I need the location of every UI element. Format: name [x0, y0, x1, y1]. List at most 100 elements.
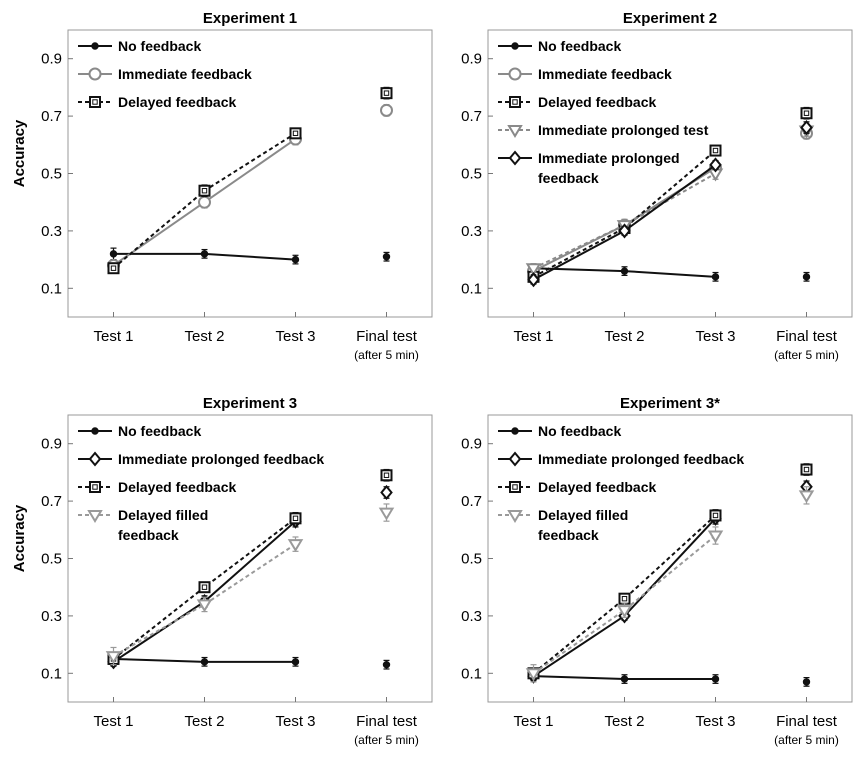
x-tick-label: Test 3: [695, 328, 735, 345]
data-point: [287, 539, 304, 553]
data-point: [709, 509, 722, 522]
legend-label: No feedback: [118, 423, 201, 439]
data-point: [196, 599, 213, 613]
y-tick-label: 0.7: [41, 108, 62, 125]
data-point: [380, 87, 393, 100]
legend-item-immediate-feedback: Immediate feedback: [498, 66, 672, 82]
y-tick-label: 0.7: [41, 493, 62, 510]
series-line: [532, 534, 717, 675]
legend-item-delayed-feedback: Delayed feedback: [78, 479, 236, 495]
y-axis-label: Accuracy: [11, 119, 28, 187]
y-tick-label: 0.7: [461, 493, 482, 510]
y-tick-label: 0.1: [461, 280, 482, 297]
legend-label: Delayed feedback: [118, 479, 236, 495]
series-immediate-feedback: [107, 103, 393, 272]
legend-item-no-feedback: No feedback: [498, 423, 621, 439]
x-tick-label: Test 1: [93, 713, 133, 730]
data-point: [709, 157, 722, 173]
data-point: [616, 605, 633, 619]
legend-label: Delayed filled: [118, 507, 208, 523]
series-line: [533, 149, 717, 278]
legend-item-immediate-prolonged-test: Immediate prolonged test: [498, 122, 709, 138]
y-tick-label: 0.7: [461, 108, 482, 125]
y-axis-label: Accuracy: [11, 504, 28, 572]
y-tick-label: 0.5: [41, 166, 62, 183]
x-tick-label: Test 2: [184, 713, 224, 730]
data-point: [382, 660, 391, 669]
data-point: [618, 592, 631, 605]
legend-label: Delayed feedback: [538, 94, 656, 110]
data-point: [107, 262, 120, 275]
x-tick-label: Final test: [776, 328, 838, 345]
series-delayed-filled-feedback: [105, 503, 395, 666]
data-point: [525, 668, 542, 682]
legend-label: Immediate prolonged feedback: [118, 451, 324, 467]
chart-title: Experiment 2: [623, 10, 717, 27]
legend-label: Immediate feedback: [538, 66, 672, 82]
legend-swatch-marker: [508, 150, 522, 166]
series-no-feedback: [529, 263, 811, 282]
data-point: [200, 658, 209, 666]
legend-swatch-marker: [507, 510, 523, 523]
legend-label: feedback: [118, 527, 179, 543]
y-tick-label: 0.1: [461, 665, 482, 682]
x-tick-label: Final test: [356, 713, 418, 730]
data-point: [291, 658, 300, 666]
data-point: [200, 250, 209, 258]
legend-item-delayed-feedback: Delayed feedback: [498, 479, 656, 495]
legend-item-delayed-feedback: Delayed feedback: [498, 94, 656, 110]
legend-label: Immediate prolonged: [538, 150, 680, 166]
data-point: [382, 253, 391, 261]
panel-experiment-3-star: Experiment 3* 0.1 0.3 0.5 0.7 0.9 Test 1 Test 2…: [420, 385, 862, 775]
legend-swatch-marker: [89, 96, 101, 108]
data-point: [109, 250, 118, 258]
legend-item-no-feedback: No feedback: [78, 38, 201, 54]
legend-item-delayed-filled-feedback: Delayed filled feedback: [78, 507, 208, 543]
legend-item-no-feedback: No feedback: [498, 38, 621, 54]
legend-label: Delayed feedback: [118, 94, 236, 110]
legend: No feedback Immediate prolonged feedback D…: [498, 423, 744, 543]
x-tick-label: Test 3: [695, 713, 735, 730]
legend-swatch-marker: [88, 451, 102, 467]
legend-item-immediate-feedback: Immediate feedback: [78, 66, 252, 82]
x-tick-label: Test 3: [275, 713, 315, 730]
series-no-feedback: [109, 652, 391, 670]
legend-swatch-marker: [508, 451, 522, 467]
series-no-feedback: [529, 671, 811, 687]
data-point: [711, 273, 720, 281]
data-point: [289, 127, 302, 140]
data-point: [707, 530, 724, 544]
chart-experiment-3-star: Experiment 3* 0.1 0.3 0.5 0.7 0.9 Test 1 Test 2…: [461, 395, 853, 747]
data-point: [800, 463, 813, 476]
data-point: [198, 184, 211, 197]
y-tick-label: 0.3: [41, 223, 62, 240]
y-tick-label: 0.9: [461, 436, 482, 453]
x-tick-label: Test 3: [275, 328, 315, 345]
data-point: [198, 195, 211, 209]
legend-label: feedback: [538, 527, 599, 543]
panel-experiment-3: Experiment 3 0.1 0.3 0.5 0.7 0.9 Accuracy Test …: [0, 385, 442, 775]
legend-swatch-marker: [89, 481, 101, 493]
legend-swatch-marker: [88, 67, 102, 81]
legend-swatch-marker: [511, 427, 519, 435]
x-tick-label: Test 2: [604, 713, 644, 730]
data-point: [800, 107, 813, 120]
data-point: [198, 581, 211, 594]
series-delayed-feedback: [107, 86, 393, 275]
series-delayed-feedback: [527, 463, 813, 680]
data-point: [527, 272, 540, 288]
data-point: [378, 507, 395, 521]
data-point: [380, 484, 393, 501]
data-point: [525, 263, 542, 277]
y-tick-label: 0.3: [461, 223, 482, 240]
y-tick-label: 0.5: [41, 551, 62, 568]
legend-item-immediate-prolonged-feedback: Immediate prolonged feedback: [498, 451, 744, 467]
data-point: [709, 144, 722, 157]
x-tick-sublabel: (after 5 min): [354, 348, 419, 362]
legend-item-immediate-prolonged-feedback: Immediate prolonged feedback: [78, 451, 324, 467]
legend: No feedback Immediate feedback Delayed fee…: [498, 38, 709, 186]
legend-label: No feedback: [118, 38, 201, 54]
series-line: [532, 514, 717, 675]
legend-swatch-marker: [91, 427, 99, 435]
series-immediate-prolonged-feedback: [527, 120, 813, 288]
